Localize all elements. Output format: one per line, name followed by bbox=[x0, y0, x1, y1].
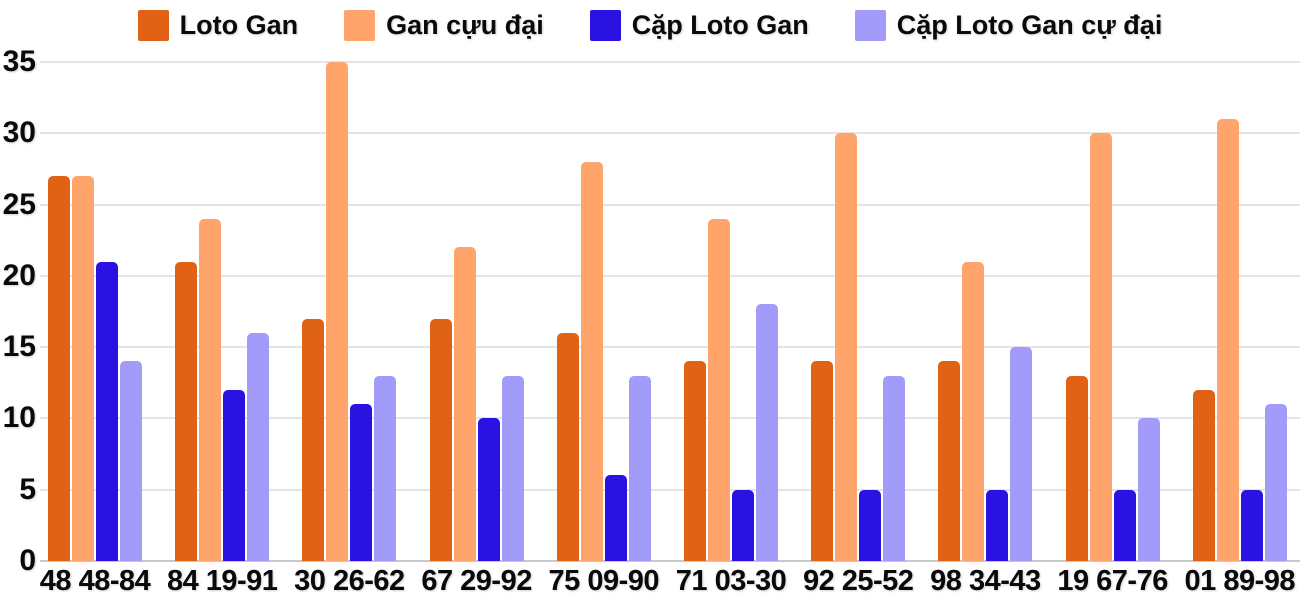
bar-series-1-group-3[interactable] bbox=[302, 318, 325, 561]
legend-item-series-2[interactable]: Gan cựu đại bbox=[344, 10, 544, 41]
y-tick-label: 15 bbox=[2, 330, 36, 364]
bar-series-4-group-8[interactable] bbox=[1010, 347, 1033, 561]
y-gridline bbox=[40, 346, 1300, 349]
bar-series-2-group-8[interactable] bbox=[962, 261, 985, 561]
y-gridline bbox=[40, 488, 1300, 491]
bar-series-3-group-9[interactable] bbox=[1113, 489, 1136, 561]
legend-swatch-icon bbox=[344, 10, 376, 41]
bar-series-4-group-7[interactable] bbox=[883, 375, 906, 561]
legend-item-series-1[interactable]: Loto Gan bbox=[137, 10, 299, 41]
bar-series-1-group-2[interactable] bbox=[175, 261, 198, 561]
bar-series-2-group-4[interactable] bbox=[453, 247, 476, 561]
x-tick-label: 75 09-90 bbox=[548, 565, 660, 597]
y-tick-label: 0 bbox=[19, 544, 36, 577]
bar-series-2-group-5[interactable] bbox=[580, 161, 603, 561]
legend-swatch-icon bbox=[137, 10, 169, 41]
x-tick-label: 48 48-84 bbox=[39, 565, 151, 597]
x-tick-label: 92 25-52 bbox=[802, 565, 914, 597]
bar-series-4-group-1[interactable] bbox=[120, 361, 142, 561]
bar-series-1-group-10[interactable] bbox=[1192, 389, 1215, 561]
bar-series-4-group-6[interactable] bbox=[756, 304, 778, 561]
bar-series-4-group-10[interactable] bbox=[1264, 404, 1287, 561]
bar-series-4-group-2[interactable] bbox=[247, 332, 270, 561]
bar-series-2-group-9[interactable] bbox=[1089, 133, 1112, 561]
x-tick-label: 19 67-76 bbox=[1057, 565, 1168, 597]
y-tick-label: 30 bbox=[2, 116, 36, 150]
y-gridline bbox=[40, 274, 1300, 277]
bar-series-2-group-10[interactable] bbox=[1216, 119, 1239, 561]
bar-series-3-group-2[interactable] bbox=[223, 389, 246, 561]
legend-label: Cặp Loto Gan cự đại bbox=[896, 10, 1163, 40]
x-tick-label: 98 34-43 bbox=[930, 565, 1041, 597]
y-tick-label: 10 bbox=[2, 401, 36, 435]
bar-series-1-group-7[interactable] bbox=[811, 361, 834, 561]
legend-label: Loto Gan bbox=[179, 10, 299, 40]
legend-swatch-icon bbox=[854, 10, 886, 41]
legend-label: Cặp Loto Gan bbox=[631, 10, 809, 40]
bar-series-3-group-4[interactable] bbox=[477, 418, 500, 561]
bar-series-3-group-10[interactable] bbox=[1240, 489, 1263, 561]
bar-series-1-group-4[interactable] bbox=[429, 318, 452, 561]
legend-item-series-4[interactable]: Cặp Loto Gan cự đại bbox=[854, 10, 1163, 41]
bar-series-3-group-3[interactable] bbox=[350, 404, 373, 561]
bar-series-3-group-8[interactable] bbox=[986, 489, 1009, 561]
y-tick-label: 5 bbox=[19, 472, 36, 506]
bar-series-4-group-5[interactable] bbox=[628, 375, 651, 561]
bar-series-3-group-1[interactable] bbox=[96, 261, 118, 561]
y-gridline bbox=[40, 61, 1300, 63]
bar-series-2-group-2[interactable] bbox=[199, 218, 222, 561]
x-tick-label: 01 89-98 bbox=[1184, 565, 1296, 597]
bar-series-1-group-5[interactable] bbox=[556, 332, 579, 561]
y-gridline bbox=[40, 132, 1300, 135]
chart-legend: Loto Gan Gan cựu đại Cặp Loto Gan Cặp Loto … bbox=[0, 10, 1300, 41]
bar-series-3-group-6[interactable] bbox=[732, 489, 754, 561]
x-tick-label: 84 19-91 bbox=[166, 565, 278, 597]
legend-swatch-icon bbox=[589, 10, 621, 41]
bar-series-2-group-1[interactable] bbox=[72, 176, 94, 561]
legend-label: Gan cựu đại bbox=[386, 10, 544, 40]
y-tick-label: 25 bbox=[2, 187, 36, 221]
x-tick-label: 71 03-30 bbox=[675, 565, 787, 597]
x-tick-label: 67 29-92 bbox=[421, 565, 532, 597]
y-gridline bbox=[40, 203, 1300, 206]
bar-series-3-group-7[interactable] bbox=[859, 489, 882, 561]
bar-series-2-group-7[interactable] bbox=[835, 133, 858, 561]
bar-series-2-group-3[interactable] bbox=[326, 62, 349, 561]
bar-series-4-group-4[interactable] bbox=[501, 375, 524, 561]
bar-series-3-group-5[interactable] bbox=[604, 475, 627, 561]
x-axis-baseline bbox=[40, 560, 1300, 562]
x-tick-label: 30 26-62 bbox=[294, 565, 405, 597]
bar-series-1-group-1[interactable] bbox=[48, 176, 70, 561]
bar-series-2-group-6[interactable] bbox=[708, 218, 730, 561]
bar-series-1-group-6[interactable] bbox=[684, 361, 706, 561]
bar-series-4-group-3[interactable] bbox=[374, 375, 397, 561]
legend-item-series-3[interactable]: Cặp Loto Gan bbox=[589, 10, 809, 41]
bar-series-1-group-9[interactable] bbox=[1065, 375, 1088, 561]
y-gridline bbox=[40, 417, 1300, 420]
y-tick-label: 35 bbox=[2, 45, 36, 78]
bar-series-1-group-8[interactable] bbox=[938, 361, 961, 561]
y-tick-label: 20 bbox=[2, 258, 36, 292]
bar-series-4-group-9[interactable] bbox=[1137, 418, 1160, 561]
